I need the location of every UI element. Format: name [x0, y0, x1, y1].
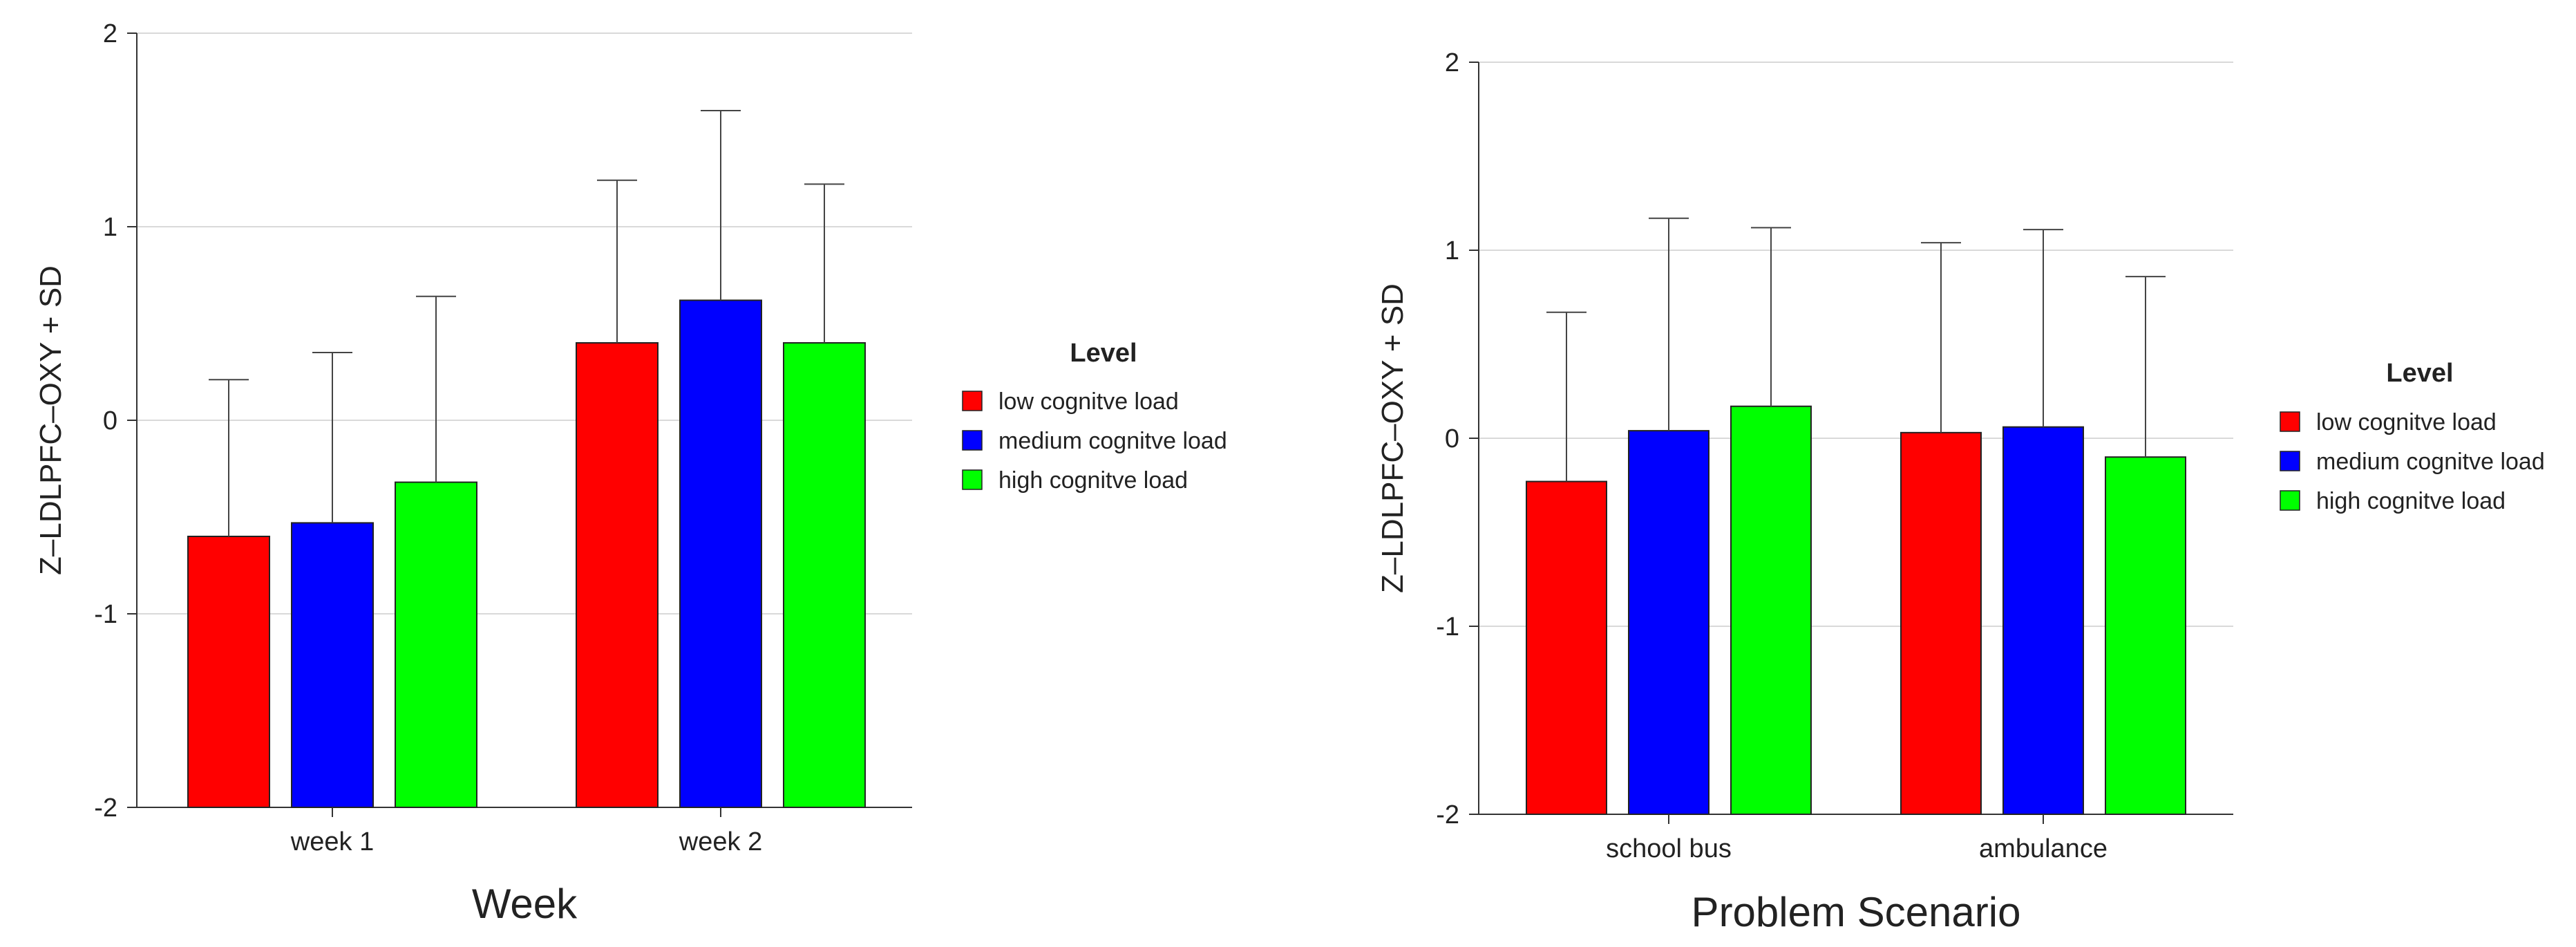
x-tick-label: week 2 [679, 827, 762, 856]
bar [783, 342, 866, 808]
legend-title: Level [2386, 359, 2453, 388]
y-tick-label: -1 [94, 600, 117, 629]
legend-label: high cognitve load [998, 467, 1188, 494]
bar [395, 481, 477, 808]
y-tick-label: -2 [94, 794, 117, 823]
legend-label: low cognitve load [2316, 409, 2497, 435]
y-tick-label: 0 [1445, 424, 1459, 453]
y-tick-label: -1 [1436, 612, 1459, 641]
chart-2: -2 -1 0 1 2 school bus ambulance Z–LDLPFC–OXY +… [1376, 48, 2545, 935]
y-axis-title: Z–LDLPFC–OXY + SD [1376, 283, 1410, 593]
y-tick-label: 2 [103, 19, 117, 48]
chart-1: -2 -1 0 1 2 week 1 week 2 Z–LDLPFC–OXY + SD Week… [34, 19, 1227, 927]
y-axis-title: Z–LDLPFC–OXY + SD [34, 265, 68, 575]
bar [1730, 405, 1812, 815]
legend-label: medium cognitve load [2316, 449, 2545, 475]
legend-label: medium cognitve load [998, 428, 1227, 454]
bar [187, 536, 270, 808]
bar [1628, 430, 1710, 815]
y-tick-label: -2 [1436, 800, 1459, 829]
legend-title: Level [1070, 339, 1137, 368]
bar [679, 299, 762, 808]
bar [576, 342, 659, 808]
y-tick-label: 1 [1445, 236, 1459, 265]
x-tick-label: week 1 [290, 827, 374, 856]
y-tick-label: 2 [1445, 48, 1459, 77]
x-tick-label: school bus [1606, 834, 1732, 863]
legend-swatch [2280, 451, 2300, 471]
bar [2105, 456, 2186, 815]
legend-swatch [962, 469, 983, 490]
x-axis-title: Week [472, 881, 578, 927]
legend-label: high cognitve load [2316, 488, 2506, 514]
y-tick-label: 1 [103, 213, 117, 242]
y-tick-label: 0 [103, 406, 117, 435]
legend-label: low cognitve load [998, 388, 1179, 415]
legend-swatch [2280, 411, 2300, 432]
x-axis-title: Problem Scenario [1692, 889, 2021, 935]
bar [1526, 480, 1607, 815]
legend-swatch [962, 391, 983, 411]
x-tick-label: ambulance [1979, 834, 2108, 863]
bar [1900, 431, 1982, 815]
legend-swatch [962, 430, 983, 451]
bar [2002, 426, 2084, 815]
bar [291, 522, 374, 809]
legend-swatch [2280, 490, 2300, 511]
